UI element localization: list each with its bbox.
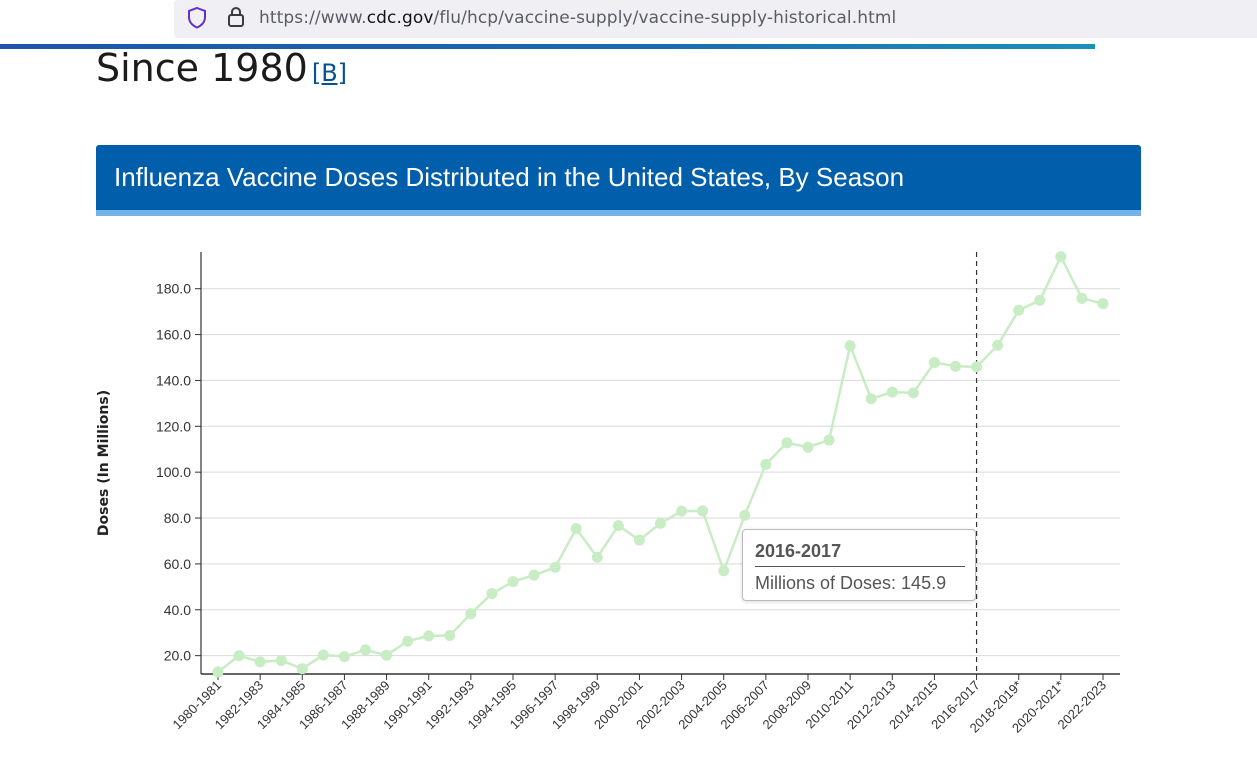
data-point[interactable] xyxy=(486,587,498,599)
data-point[interactable] xyxy=(570,523,582,535)
data-point[interactable] xyxy=(865,393,877,405)
data-point[interactable] xyxy=(950,360,961,372)
data-point[interactable] xyxy=(1034,294,1046,306)
data-point[interactable] xyxy=(1097,298,1109,310)
data-point[interactable] xyxy=(296,663,308,675)
page-heading: Since 1980 [B] xyxy=(96,46,347,90)
reference-link[interactable]: [B] xyxy=(311,59,348,87)
data-point[interactable] xyxy=(928,357,940,369)
data-point[interactable] xyxy=(317,649,329,661)
data-point[interactable] xyxy=(655,517,666,529)
data-point[interactable] xyxy=(907,387,919,399)
tooltip-value: Millions of Doses: 145.9 xyxy=(755,573,947,593)
y-axis-title: Doses (In Millions) xyxy=(96,390,112,536)
data-point[interactable] xyxy=(781,437,793,449)
data-point[interactable] xyxy=(802,441,814,453)
data-point[interactable] xyxy=(992,339,1004,351)
data-point[interactable] xyxy=(233,650,245,662)
url-field[interactable] xyxy=(174,0,1257,38)
chart-tooltip: 2016-2017 Millions of Doses: 145.9 xyxy=(742,529,976,601)
y-tick-label: 20.0 xyxy=(164,648,191,664)
url-domain: cdc.gov xyxy=(366,8,434,28)
data-point[interactable] xyxy=(1076,292,1088,304)
data-point[interactable] xyxy=(444,629,456,641)
y-tick-label: 180.0 xyxy=(156,281,191,297)
data-point[interactable] xyxy=(739,509,751,521)
y-tick-label: 40.0 xyxy=(164,602,191,618)
line-chart[interactable]: 20.0 40.0 60.0 80.0 100.0 120.0 140.0 160.0 180.… xyxy=(0,220,1257,763)
url-path: /flu/hcp/vaccine-supply/vaccine-supply-h… xyxy=(433,8,897,28)
browser-address-bar: https://www.cdc.gov/flu/hcp/vaccine-supp… xyxy=(0,0,1257,44)
data-point[interactable] xyxy=(718,565,730,577)
page-accent-line xyxy=(0,44,1095,49)
data-point[interactable] xyxy=(1055,251,1067,263)
tooltip-divider xyxy=(755,566,965,567)
data-point[interactable] xyxy=(591,551,603,563)
lock-icon[interactable] xyxy=(226,5,246,29)
data-point[interactable] xyxy=(1013,304,1025,316)
data-point[interactable] xyxy=(844,340,856,352)
shield-icon[interactable] xyxy=(186,6,208,30)
data-point[interactable] xyxy=(212,666,224,678)
page-heading-text: Since 1980 xyxy=(96,46,308,90)
y-tick-label: 160.0 xyxy=(156,327,191,343)
data-point[interactable] xyxy=(612,520,624,532)
chart-header: Influenza Vaccine Doses Distributed in t… xyxy=(96,145,1141,216)
data-point[interactable] xyxy=(676,505,688,517)
url-text[interactable]: https://www.cdc.gov/flu/hcp/vaccine-supp… xyxy=(259,8,896,28)
chart-title: Influenza Vaccine Doses Distributed in t… xyxy=(114,162,905,192)
data-point[interactable] xyxy=(697,505,709,517)
data-point[interactable] xyxy=(423,630,435,642)
data-point[interactable] xyxy=(760,458,772,470)
y-tick-label: 140.0 xyxy=(156,372,191,388)
y-tick-label: 80.0 xyxy=(164,510,191,526)
data-point[interactable] xyxy=(381,649,393,661)
tooltip-title: 2016-2017 xyxy=(755,541,842,561)
data-point[interactable] xyxy=(275,654,287,666)
data-point[interactable] xyxy=(360,644,371,656)
data-point[interactable] xyxy=(402,635,414,647)
data-point[interactable] xyxy=(823,434,835,446)
y-tick-label: 120.0 xyxy=(156,418,191,434)
data-point[interactable] xyxy=(254,656,266,668)
data-point[interactable] xyxy=(465,608,477,620)
data-point[interactable] xyxy=(886,386,898,398)
data-point[interactable] xyxy=(528,569,540,581)
data-point[interactable] xyxy=(633,534,645,546)
data-point[interactable] xyxy=(507,576,519,588)
data-point[interactable] xyxy=(971,361,983,373)
data-point[interactable] xyxy=(338,651,350,663)
y-tick-label: 60.0 xyxy=(164,556,191,572)
data-point[interactable] xyxy=(549,561,561,573)
url-prefix: https://www. xyxy=(259,8,367,28)
y-tick-label: 100.0 xyxy=(156,464,191,480)
